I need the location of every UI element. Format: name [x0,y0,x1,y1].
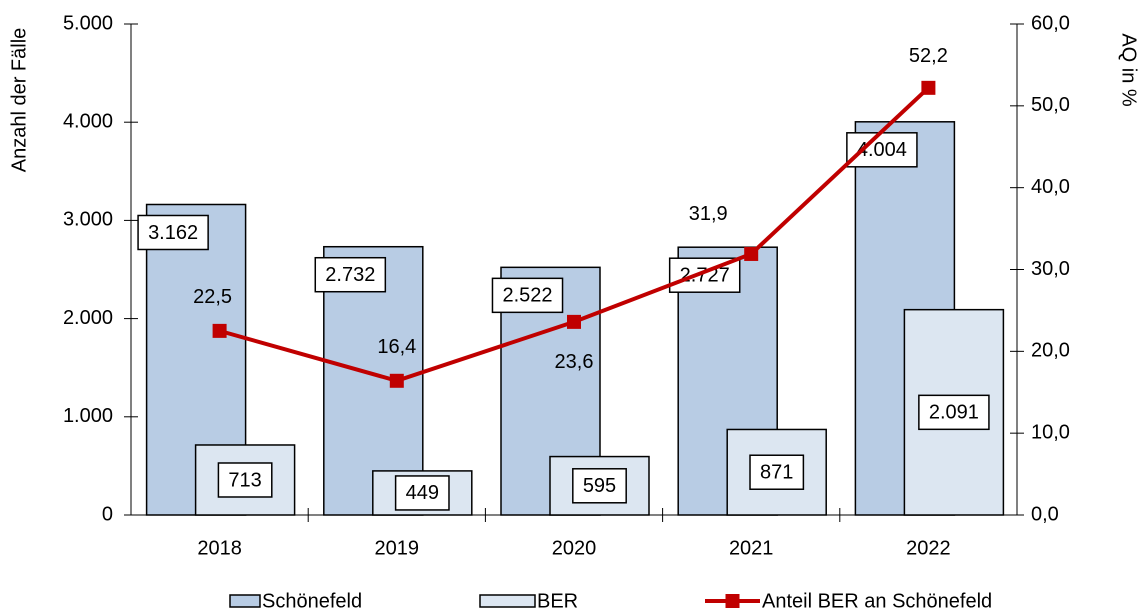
bar-value-label-box [749,454,805,490]
bar-value-label: 2.091 [929,402,979,424]
line-value-label: 52,2 [909,45,948,67]
x-tick-label: 2019 [375,537,420,559]
line-marker [921,80,936,95]
y2-tick-label: 60,0 [1031,12,1070,34]
line-marker [744,246,759,261]
legend-label: Anteil BER an Schönefeld [762,590,992,612]
y2-tick-label: 20,0 [1031,340,1070,362]
bar-value-label: 2.732 [325,264,375,286]
bar-value-label-box [394,475,450,511]
legend-label: Schönefeld [262,590,362,612]
bar-value-label: 595 [583,475,616,497]
bar-value-label: 871 [760,462,793,484]
bar-value-label-box [846,132,918,168]
bar-value-label: 2.522 [502,285,552,307]
bar-value-label-box [918,394,990,431]
legend-swatch [479,594,536,608]
y2-tick-label: 30,0 [1031,258,1070,280]
y2-tick-label: 0,0 [1031,503,1059,525]
y-tick-label: 2.000 [63,307,113,329]
y-tick-label: 0 [102,503,113,525]
legend-swatch [229,594,261,608]
y2-axis-title: AQ in % [1118,33,1140,107]
legend-label: BER [537,590,578,612]
bar-value-label: 713 [228,469,261,491]
y-tick-label: 3.000 [63,209,113,231]
line-value-label: 23,6 [555,351,594,373]
y2-tick-label: 40,0 [1031,176,1070,198]
legend-swatch-marker [725,594,740,608]
x-tick-label: 2020 [552,537,597,559]
bar-value-label: 3.162 [148,222,198,244]
bar-value-label-box [217,462,273,498]
y-tick-label: 4.000 [63,110,113,132]
y-tick-label: 5.000 [63,12,113,34]
y-tick-label: 1.000 [63,405,113,427]
bar-value-label-box [137,214,209,251]
y2-tick-label: 50,0 [1031,94,1070,116]
bar-value-label: 2.727 [680,264,730,286]
line-marker [567,314,581,329]
line-value-label: 31,9 [689,203,728,225]
y2-tick-label: 10,0 [1031,421,1070,443]
line-value-label: 22,5 [193,286,232,308]
bar-value-label-box [491,277,564,314]
bar-value-label-box [314,256,387,293]
x-tick-label: 2018 [197,537,242,559]
line-value-label: 16,4 [377,336,416,358]
bar-value-label-box [572,468,627,504]
y-axis-title: Anzahl der Fälle [8,28,30,173]
bar-value-label: 449 [406,482,439,504]
line-marker [212,323,227,338]
x-tick-label: 2022 [906,537,951,559]
x-tick-label: 2021 [729,537,774,559]
line-marker [389,373,404,388]
